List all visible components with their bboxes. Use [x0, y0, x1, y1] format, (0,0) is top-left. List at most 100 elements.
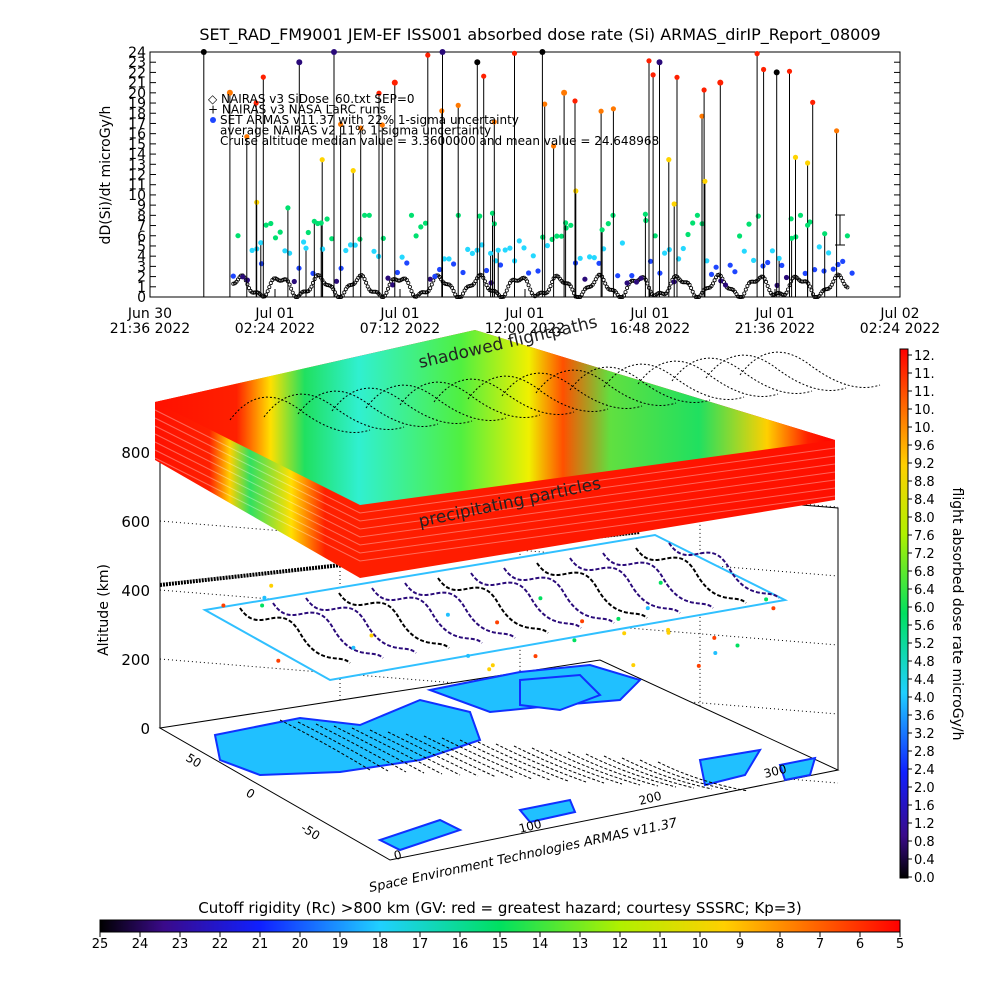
dose-tick-label: 9.6: [914, 439, 935, 454]
baseline-point: [764, 279, 769, 284]
dose-colorbar-label: flight absorbed dose rate microGy/h: [949, 488, 965, 741]
dose-colorbar: 12. 11. 11. 10. 10. 9.6 9.2 8.8 8.4 8.0 7.6 7.2 6.8 6…: [899, 348, 965, 886]
plot-frame: [149, 51, 901, 298]
dose-rate-chart: 0123456789101112131415161718192021222324…: [98, 45, 940, 337]
y-tick-label: 12: [128, 168, 146, 184]
baseline-point: [309, 284, 314, 289]
spike-point: [481, 73, 487, 79]
altitude-tick-label: 0: [140, 720, 150, 738]
dose-tick-label: 1.2: [914, 817, 935, 832]
x-tick-label-time: 07:12 2022: [360, 321, 440, 337]
dose-point: [690, 220, 696, 226]
dose-point: [840, 258, 846, 264]
dose-tick-label: 5.2: [914, 637, 935, 652]
dose-point: [662, 250, 668, 256]
dose-point: [343, 247, 349, 254]
rigidity-tick-label: 11: [652, 937, 669, 952]
baseline-point: [450, 285, 455, 290]
spike-point: [810, 99, 816, 105]
y-tick-label: 18: [128, 106, 146, 122]
spike-point: [717, 79, 724, 86]
spike-point: [598, 108, 604, 114]
dose-point: [310, 270, 316, 276]
x-tick-label-time: 21:36 2022: [735, 321, 815, 337]
dose-point: [305, 229, 311, 236]
floor-track: [567, 751, 659, 787]
landmass: [519, 673, 602, 712]
dose-tick-label: 6.0: [914, 601, 935, 616]
spike-point: [311, 218, 317, 224]
dose-point: [263, 222, 269, 228]
baseline-point: [406, 280, 411, 285]
dose-point: [755, 213, 761, 219]
dose-point: [746, 221, 752, 227]
y-tick-label: 24: [128, 45, 146, 61]
spike-point: [754, 51, 760, 57]
y-tick-label: 11: [128, 178, 146, 194]
floor-x-ticks: 0 100 200 300: [392, 762, 788, 863]
dose-tick-label: 10.: [914, 421, 935, 436]
floor-track: [513, 745, 605, 784]
orbit-track: [668, 542, 780, 599]
dose-colorbar-gradient: [899, 348, 909, 879]
y-tick-label: 5: [137, 239, 146, 255]
baseline-point: [364, 280, 369, 285]
slab-layer-line: [154, 449, 836, 554]
floor-flight-tracks: [279, 719, 749, 792]
dose-point: [812, 267, 818, 273]
orbit-sample: [487, 667, 492, 672]
orbit-sample: [369, 633, 374, 638]
dose-point: [460, 269, 466, 276]
slab-layer-line: [154, 409, 836, 514]
dose-tick-label: 4.8: [914, 655, 935, 670]
dose-point: [301, 239, 307, 245]
dose-point: [507, 245, 513, 251]
dose-point: [591, 255, 597, 261]
spike-point: [495, 247, 501, 253]
spike-point: [822, 231, 828, 237]
x-tick-label-day: Jul 01: [254, 306, 294, 322]
baseline-point: [665, 289, 670, 294]
orbit-track: [437, 577, 549, 634]
dose-point: [769, 248, 776, 254]
slab-track: [297, 390, 439, 427]
x-tick-label-time: 21:36 2022: [110, 321, 190, 337]
dose-tick-label: 2.8: [914, 745, 935, 760]
spike-point: [786, 68, 793, 74]
spike-point: [646, 58, 652, 64]
rigidity-tick-label: 23: [172, 937, 189, 952]
dose-point: [638, 275, 644, 281]
y-tick-label: 3: [137, 259, 146, 275]
spike-point: [773, 69, 780, 76]
dose-point: [797, 212, 804, 218]
spike-point: [776, 255, 782, 261]
x-tick-label-day: Jul 01: [629, 306, 669, 322]
floor-track: [639, 759, 731, 791]
slab-track: [671, 357, 813, 394]
y-tick-label: 6: [137, 229, 146, 245]
slab-track: [263, 393, 405, 430]
baseline-point: [500, 294, 505, 299]
slab-track: [433, 378, 575, 415]
slab-layer-line: [154, 417, 836, 522]
dose-point: [413, 233, 419, 239]
legend: ◇ NAIRAS v3 SiDose_60.txt SEP=0+ NAIRAS …: [208, 92, 659, 148]
rigidity-tick-label: 15: [492, 937, 509, 952]
spike-point: [599, 227, 605, 233]
y-tick-label: 2: [137, 270, 146, 286]
landmass: [518, 798, 577, 824]
dose-point: [530, 253, 536, 259]
dose-point: [554, 233, 560, 239]
dose-tick-label: 6.8: [914, 565, 935, 580]
orbit-sample: [713, 651, 718, 655]
orbit-sample: [666, 627, 671, 632]
x-tick-label-day: Jun 30: [127, 306, 172, 322]
dose-point: [568, 222, 574, 228]
dose-tick-label: 2.4: [914, 763, 935, 778]
dose-point: [629, 273, 635, 279]
dose-point: [521, 245, 527, 251]
orbit-sample: [490, 663, 495, 668]
dose-point: [432, 273, 438, 279]
dose-point: [418, 224, 424, 230]
